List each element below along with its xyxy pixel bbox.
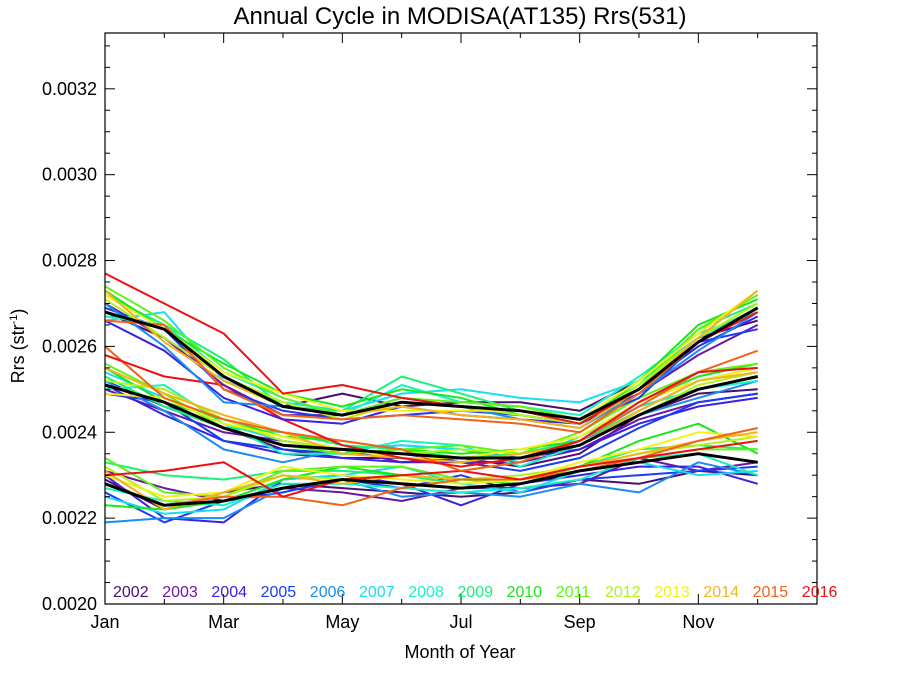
x-tick-label: May	[325, 612, 359, 632]
y-axis-label-exponent: -1	[8, 315, 20, 325]
x-tick-label: Nov	[682, 612, 714, 632]
y-tick-label: 0.0024	[42, 422, 97, 442]
series-line-37	[104, 294, 759, 421]
y-tick-label: 0.0028	[42, 251, 97, 271]
legend-year-2003: 2003	[162, 584, 198, 601]
legend-year-2013: 2013	[654, 584, 690, 601]
legend-year-2007: 2007	[359, 584, 395, 601]
y-tick-label: 0.0030	[42, 165, 97, 185]
series-line-28	[104, 345, 759, 472]
mean-line-46	[104, 375, 759, 460]
legend-year-2006: 2006	[310, 584, 346, 601]
series-line-5	[104, 461, 758, 515]
x-tick-label: Jan	[90, 612, 119, 632]
series-line-26	[104, 366, 758, 459]
series-line-29	[104, 354, 758, 468]
legend-year-2011: 2011	[556, 584, 591, 601]
mean-line-45	[104, 452, 758, 507]
legend-year-2004: 2004	[211, 584, 247, 601]
legend-year-2002: 2002	[113, 584, 149, 601]
legend-year-2016: 2016	[802, 584, 838, 601]
series-line-7	[104, 444, 758, 485]
legend-year-2015: 2015	[753, 584, 789, 601]
series-line-11	[104, 431, 758, 498]
legend-year-2010: 2010	[507, 584, 543, 601]
year-legend: 2002 2003 2004 2005 2006 2007 2008 2009 2010 2011…	[113, 584, 837, 601]
x-tick-label: Sep	[564, 612, 596, 632]
legend-year-2012: 2012	[605, 584, 641, 601]
series-line-38	[104, 289, 759, 425]
legend-year-2009: 2009	[457, 584, 493, 601]
series-line-39	[104, 285, 759, 421]
mean-line-47	[104, 306, 759, 421]
x-axis-label: Month of Year	[404, 642, 515, 662]
series-layer	[104, 272, 759, 524]
y-tick-label: 0.0022	[42, 508, 97, 528]
series-line-13	[104, 427, 758, 507]
series-line-12	[104, 431, 758, 511]
series-line-4	[104, 461, 758, 524]
legend-year-2008: 2008	[408, 584, 444, 601]
x-tick-label: Jul	[449, 612, 472, 632]
y-tick-label: 0.0032	[42, 79, 97, 99]
series-line-14	[104, 439, 758, 498]
axes-layer: Jan Mar May Jul Sep Nov 0.0020 0.0022 0.0024 0.00…	[42, 32, 818, 632]
y-axis-label: Rrs (str-1)	[8, 309, 28, 384]
legend-year-2014: 2014	[703, 584, 739, 601]
y-tick-label: 0.0020	[42, 594, 97, 614]
y-axis-label-close: )	[8, 309, 28, 315]
y-axis-label-main: Rrs (str	[8, 324, 28, 383]
series-line-43	[104, 306, 759, 434]
y-tick-label: 0.0026	[42, 336, 97, 356]
x-tick-label: Mar	[208, 612, 239, 632]
chart-title: Annual Cycle in MODISA(AT135) Rrs(531)	[233, 3, 686, 30]
legend-year-2005: 2005	[261, 584, 297, 601]
